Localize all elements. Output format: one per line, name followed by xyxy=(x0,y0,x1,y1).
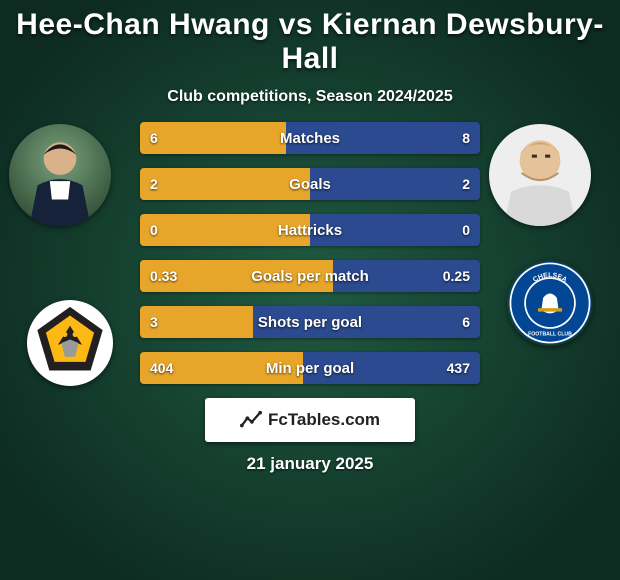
stat-bar-right xyxy=(310,214,480,246)
stat-row: Matches68 xyxy=(140,122,480,154)
stat-row: Hattricks00 xyxy=(140,214,480,246)
subtitle: Club competitions, Season 2024/2025 xyxy=(0,88,620,106)
stat-bar-left xyxy=(140,214,310,246)
stat-bar-left xyxy=(140,168,310,200)
club-right-badge: CHELSEA FOOTBALL CLUB xyxy=(507,260,593,346)
stat-row: Min per goal404437 xyxy=(140,352,480,384)
stat-bar-right xyxy=(310,168,480,200)
stat-bar-right xyxy=(286,122,480,154)
stat-bar-right xyxy=(253,306,480,338)
player-right-avatar xyxy=(489,124,591,226)
stat-bar-left xyxy=(140,122,286,154)
player-left-avatar xyxy=(9,124,111,226)
stat-bar-left xyxy=(140,352,303,384)
brand-text: FcTables.com xyxy=(268,410,380,430)
stat-row: Shots per goal36 xyxy=(140,306,480,338)
stat-bar-left xyxy=(140,306,253,338)
date-label: 21 january 2025 xyxy=(0,454,620,474)
stat-bar-right xyxy=(303,352,480,384)
page-title: Hee-Chan Hwang vs Kiernan Dewsbury-Hall xyxy=(0,8,620,76)
svg-text:FOOTBALL CLUB: FOOTBALL CLUB xyxy=(528,332,572,338)
stat-bar-left xyxy=(140,260,333,292)
stat-row: Goals per match0.330.25 xyxy=(140,260,480,292)
brand-badge: FcTables.com xyxy=(205,398,415,442)
stat-row: Goals22 xyxy=(140,168,480,200)
comparison-card: Hee-Chan Hwang vs Kiernan Dewsbury-Hall … xyxy=(0,0,620,580)
club-left-badge xyxy=(27,300,113,386)
stats-bars: Matches68 Goals22 Hattricks00 Goals per mat… xyxy=(140,122,480,398)
brand-icon xyxy=(240,409,262,431)
stat-bar-right xyxy=(333,260,480,292)
